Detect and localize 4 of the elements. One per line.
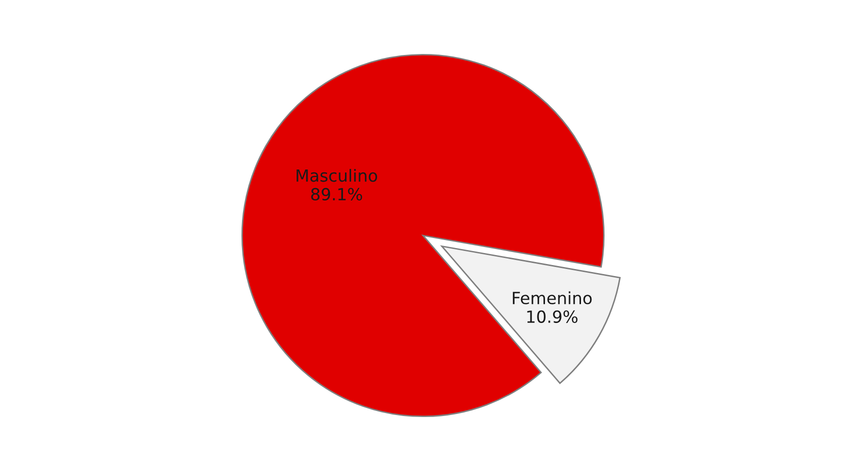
slice-label: Femenino bbox=[512, 291, 592, 304]
slice-label: Masculino bbox=[296, 168, 378, 182]
data-label: 89.1% bbox=[311, 188, 362, 200]
data-label: 10.9% bbox=[527, 310, 578, 323]
